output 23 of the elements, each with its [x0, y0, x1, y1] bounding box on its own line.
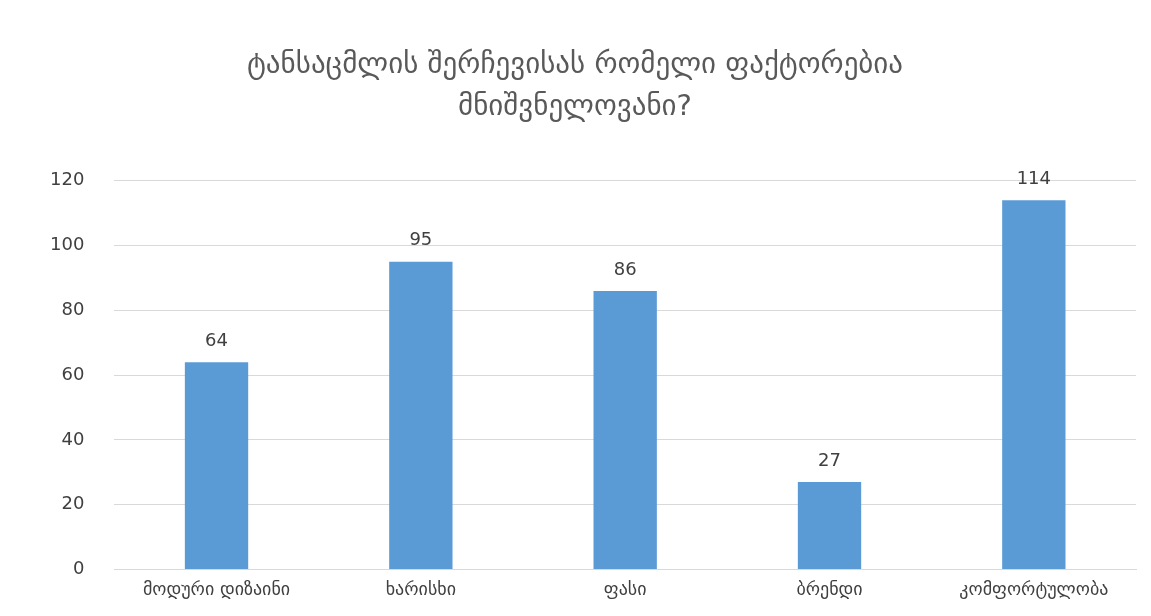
y-tick-label: 60: [61, 362, 85, 384]
y-tick-label: 120: [50, 168, 85, 190]
bar: [184, 362, 249, 569]
x-tick-label: ხარისხი: [385, 577, 457, 599]
x-tick-label: მოდური დიზაინი: [142, 577, 291, 599]
y-tick-label: 100: [50, 233, 85, 255]
x-tick-label: კომფორტულობა: [959, 577, 1109, 599]
bar: [593, 290, 657, 569]
bar: [797, 481, 862, 569]
bar: [389, 261, 453, 569]
data-label: 95: [409, 228, 433, 250]
x-tick-label: ბრენდი: [796, 577, 863, 599]
y-tick-label: 40: [61, 427, 85, 449]
y-tick-label: 20: [61, 492, 85, 514]
y-tick-label: 0: [72, 557, 85, 579]
data-label: 64: [205, 328, 228, 350]
x-tick-label: ფასი: [603, 577, 647, 599]
y-tick-label: 80: [61, 298, 85, 320]
data-label: 86: [613, 257, 637, 279]
bar: [1002, 200, 1066, 569]
data-label: 114: [1016, 166, 1052, 188]
chart-title: ტანსაცმლის შერჩევისას რომელი ფაქტორებია მნიშვნელოვანი?: [245, 45, 905, 124]
data-label: 27: [818, 448, 841, 470]
